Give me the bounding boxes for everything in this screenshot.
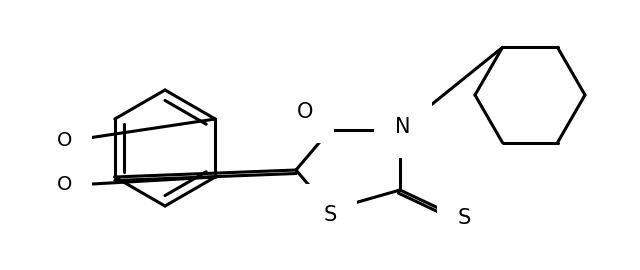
Text: S: S: [458, 208, 470, 228]
Text: O: O: [58, 130, 73, 150]
Text: O: O: [58, 176, 73, 194]
Text: O: O: [297, 102, 313, 122]
Text: S: S: [323, 205, 337, 225]
Text: N: N: [396, 117, 411, 137]
